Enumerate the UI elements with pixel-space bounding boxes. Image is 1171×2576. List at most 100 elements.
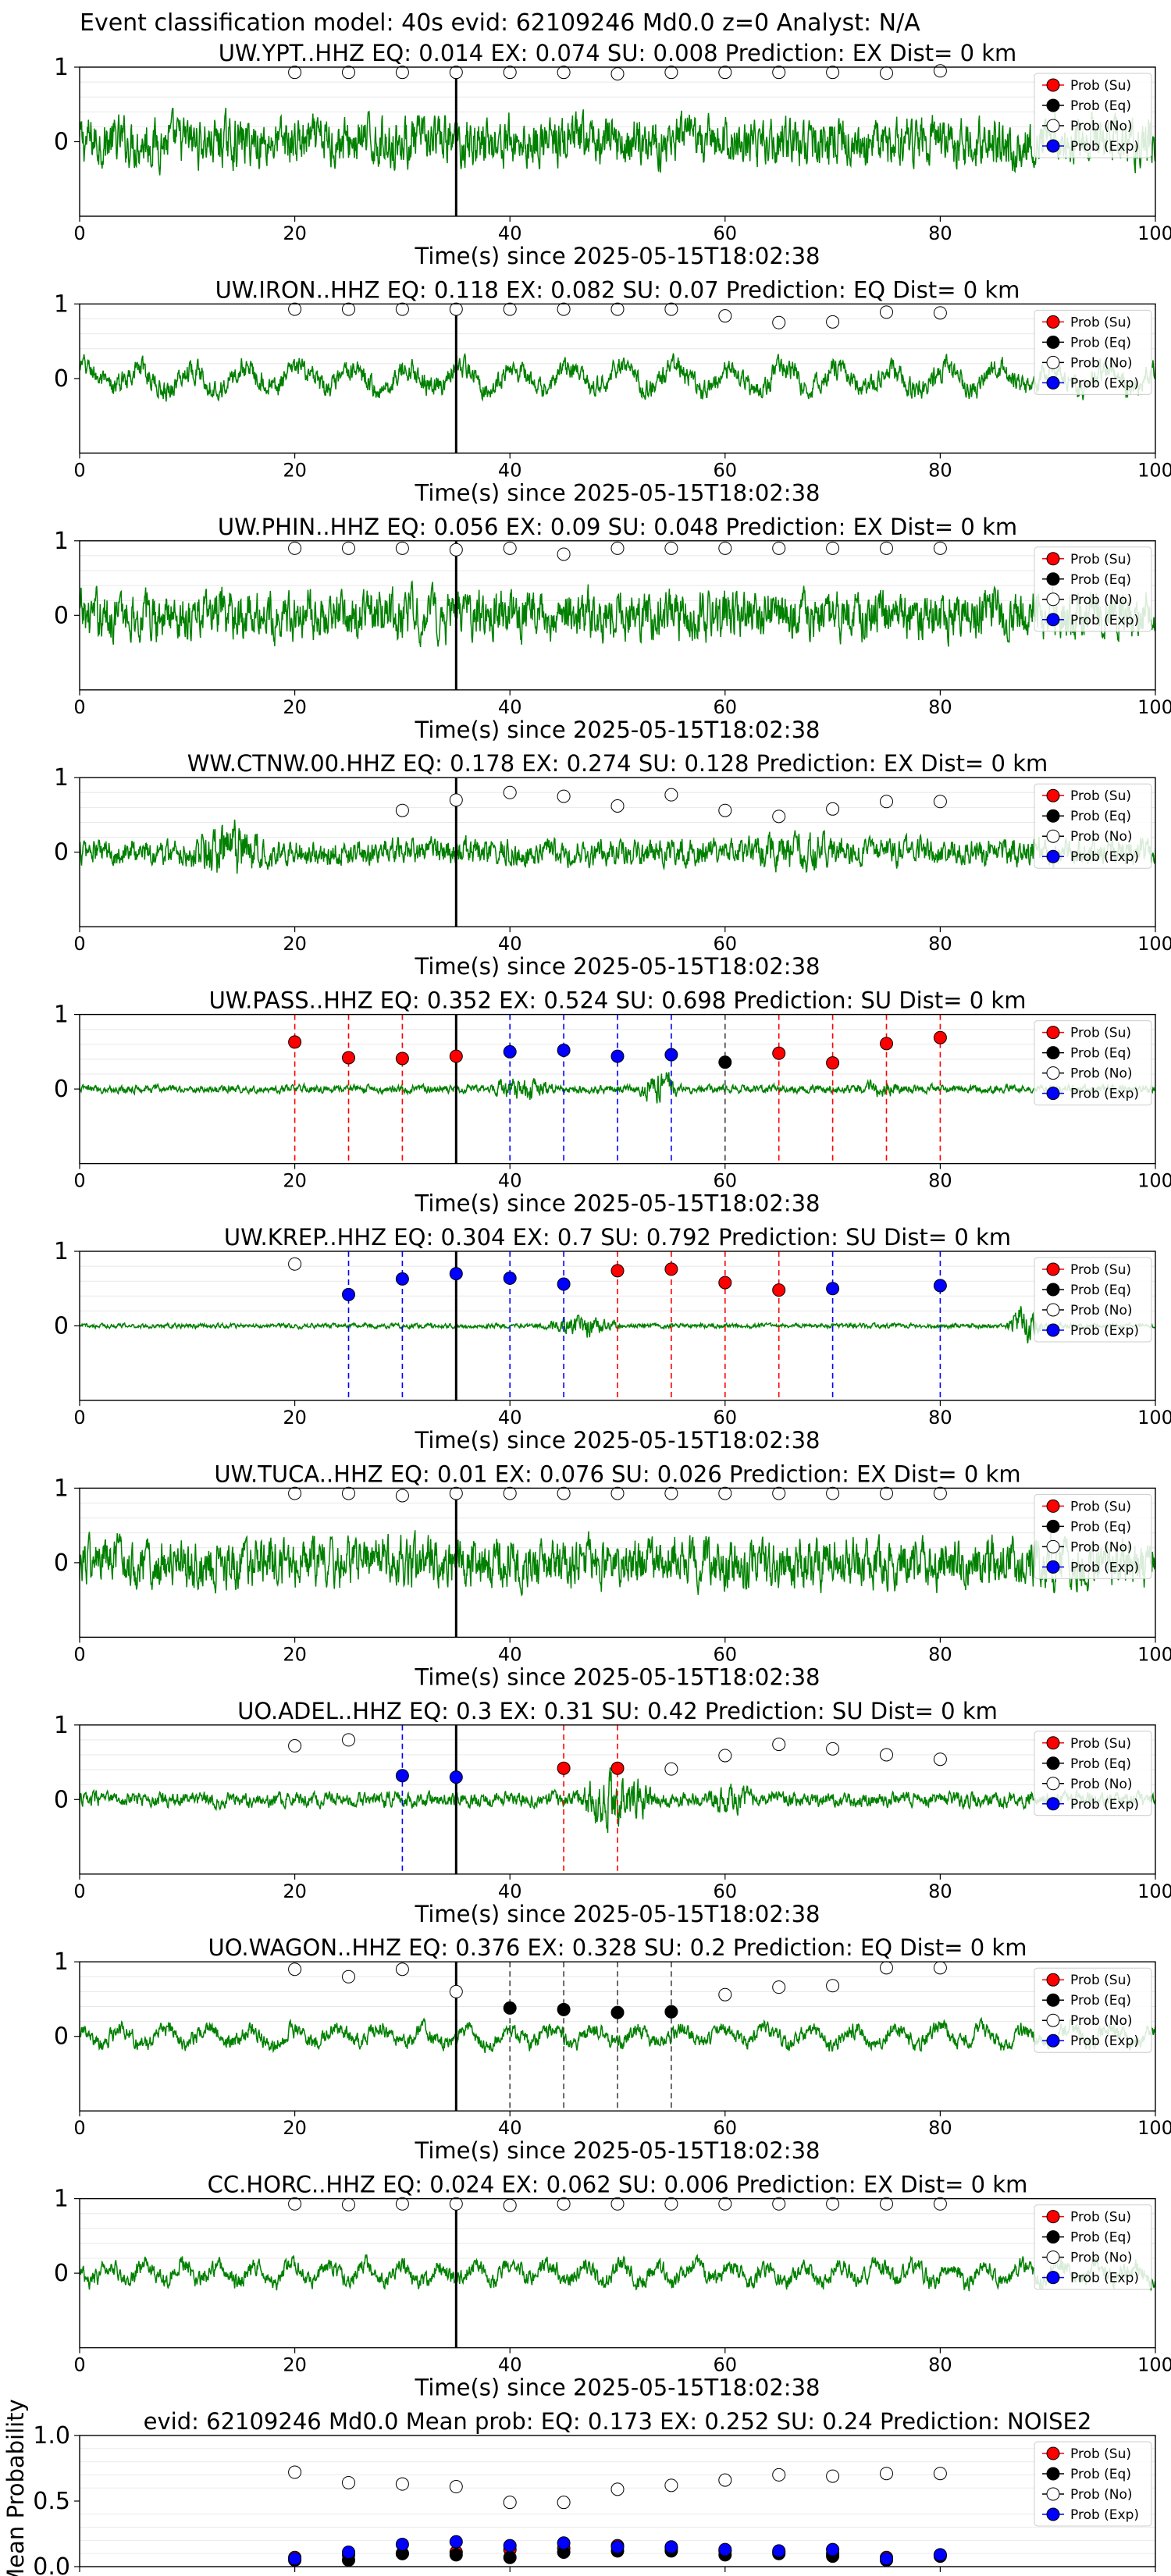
- panel-7-legend-label-exp: Prob (Exp): [1070, 1560, 1139, 1575]
- summary-point-exp: [826, 2542, 840, 2556]
- panel-2-legend-label-eq: Prob (Eq): [1070, 335, 1131, 350]
- panel-8-xtick-label: 20: [283, 1880, 307, 1902]
- panel-9-legend-box: [1034, 1967, 1152, 2053]
- panel-9-legend-label-exp: Prob (Exp): [1070, 2033, 1139, 2049]
- summary-point-no: [933, 2467, 947, 2481]
- panel-6-legend-marker-su: [1046, 1262, 1060, 1276]
- panel-3-waveform: [80, 580, 1155, 648]
- panel-2-prob-point: [449, 302, 463, 316]
- panel-6-prob-point: [395, 1272, 409, 1286]
- panel-2-prob-point: [288, 302, 302, 316]
- summary-ytick-label: 0.5: [33, 2488, 70, 2515]
- panel-10-legend-marker-su: [1046, 2210, 1060, 2224]
- panel-5-xtick-label: 60: [714, 1170, 738, 1192]
- panel-8-prob-point: [772, 1738, 786, 1752]
- panel-6-xtick-label: 40: [498, 1407, 522, 1429]
- summary-legend-label-eq: Prob (Eq): [1070, 2467, 1131, 2482]
- panel-7-ytick-label: 0: [54, 1550, 69, 1577]
- panel-5-legend-box: [1034, 1020, 1152, 1106]
- summary-point-exp: [342, 2546, 355, 2560]
- panel-4-prob-point: [664, 788, 678, 802]
- panel-1-prob-point: [880, 66, 893, 80]
- summary-ylabel: Mean Probability: [2, 2399, 29, 2576]
- panel-8-legend-box: [1034, 1731, 1152, 1816]
- panel-9-prob-point: [395, 1962, 409, 1976]
- panel-5-prob-point: [342, 1051, 355, 1065]
- panel-1-prob-point: [449, 66, 463, 80]
- panel-10-prob-point: [288, 2197, 302, 2211]
- panel-3-prob-point: [933, 541, 947, 555]
- panel-8-prob-point: [449, 1770, 463, 1784]
- panel-9-legend-marker-eq: [1046, 1993, 1060, 2007]
- panel-8-waveform: [80, 1767, 1155, 1834]
- panel-3-prob-point: [288, 541, 302, 555]
- panel-3-prob-point: [449, 543, 463, 557]
- summary-xtick-label: 20: [283, 2573, 307, 2576]
- panel-8: UO.ADEL..HHZ EQ: 0.3 EX: 0.31 SU: 0.42 P…: [54, 1698, 1171, 1927]
- panel-7-legend-marker-exp: [1046, 1560, 1060, 1574]
- panel-8-xtick-label: 0: [73, 1880, 85, 1902]
- panel-1-prob-point: [610, 67, 625, 81]
- panel-7-prob-point: [503, 1486, 517, 1500]
- panel-8-legend-label-no: Prob (No): [1070, 1777, 1133, 1792]
- panel-3-ytick-label: 0: [54, 602, 69, 629]
- summary-point-no: [503, 2496, 517, 2510]
- panel-3-prob-point: [664, 541, 678, 555]
- panel-3-legend-marker-exp: [1046, 613, 1060, 627]
- panel-2-xtick-label: 100: [1137, 459, 1171, 481]
- panel-1-legend-marker-eq: [1046, 98, 1060, 112]
- panel-6-prob-point: [449, 1267, 463, 1281]
- summary-point-no: [718, 2473, 732, 2487]
- panel-8-legend-label-su: Prob (Su): [1070, 1736, 1131, 1752]
- summary-point-exp: [610, 2540, 625, 2554]
- panel-9-xtick-label: 100: [1137, 2117, 1171, 2139]
- panel-9-prob-point: [503, 2001, 517, 2015]
- panel-3-legend-box: [1034, 546, 1152, 632]
- panel-7-title: UW.TUCA..HHZ EQ: 0.01 EX: 0.076 SU: 0.02…: [214, 1461, 1020, 1487]
- panel-1-xtick-label: 40: [498, 222, 522, 244]
- panel-8-prob-point: [933, 1752, 947, 1767]
- panel-3-prob-point: [826, 541, 840, 555]
- panel-5-prob-point: [933, 1030, 947, 1044]
- panel-1-prob-point: [342, 66, 355, 80]
- panel-5-legend-marker-su: [1046, 1026, 1060, 1040]
- panel-9-legend-marker-su: [1046, 1973, 1060, 1987]
- panel-4-xtick-label: 0: [73, 933, 85, 955]
- panel-6-prob-point: [826, 1282, 840, 1296]
- panel-9-prob-point: [933, 1961, 947, 1975]
- panel-8-ytick-label: 1: [54, 1712, 69, 1739]
- panel-10-xtick-label: 20: [283, 2354, 307, 2376]
- summary-ytick-label: 1.0: [33, 2422, 70, 2450]
- panel-5-xlabel: Time(s) since 2025-05-15T18:02:38: [415, 1190, 820, 1217]
- panel-7-legend-marker-su: [1046, 1499, 1060, 1513]
- panel-10-xtick-label: 80: [928, 2354, 952, 2376]
- panel-10-legend-marker-no: [1046, 2250, 1060, 2265]
- panel-10-prob-point: [664, 2197, 678, 2211]
- panel-9: UO.WAGON..HHZ EQ: 0.376 EX: 0.328 SU: 0.…: [54, 1934, 1171, 2164]
- panel-4-xtick-label: 40: [498, 933, 522, 955]
- summary-title: evid: 62109246 Md0.0 Mean prob: EQ: 0.17…: [144, 2408, 1092, 2435]
- panel-1-prob-point: [395, 66, 409, 80]
- panel-9-xtick-label: 0: [73, 2117, 85, 2139]
- panel-9-xlabel: Time(s) since 2025-05-15T18:02:38: [415, 2137, 820, 2164]
- panel-2-ytick-label: 1: [54, 290, 69, 318]
- panel-6-legend-box: [1034, 1257, 1152, 1343]
- panel-1-ytick-label: 1: [54, 54, 69, 81]
- panel-1-legend-marker-exp: [1046, 139, 1060, 153]
- panel-3-prob-point: [772, 541, 786, 555]
- panel-5-xtick-label: 100: [1137, 1170, 1171, 1192]
- summary-point-no: [395, 2477, 409, 2491]
- panel-2-frame: [79, 303, 1156, 454]
- summary-point-no: [610, 2482, 625, 2496]
- panel-9-prob-point: [342, 1969, 355, 1984]
- panel-7-xtick-label: 60: [714, 1643, 738, 1665]
- panel-7-xtick-label: 0: [73, 1643, 85, 1665]
- panel-9-prob-point: [449, 1984, 463, 1998]
- panel-10-prob-point: [557, 2197, 571, 2211]
- panel-1-xlabel: Time(s) since 2025-05-15T18:02:38: [415, 243, 820, 269]
- panel-2-prob-point: [503, 302, 517, 316]
- panel-9-legend-label-no: Prob (No): [1070, 2013, 1133, 2029]
- panel-9-prob-point: [826, 1979, 840, 1993]
- panel-10-xlabel: Time(s) since 2025-05-15T18:02:38: [415, 2375, 820, 2401]
